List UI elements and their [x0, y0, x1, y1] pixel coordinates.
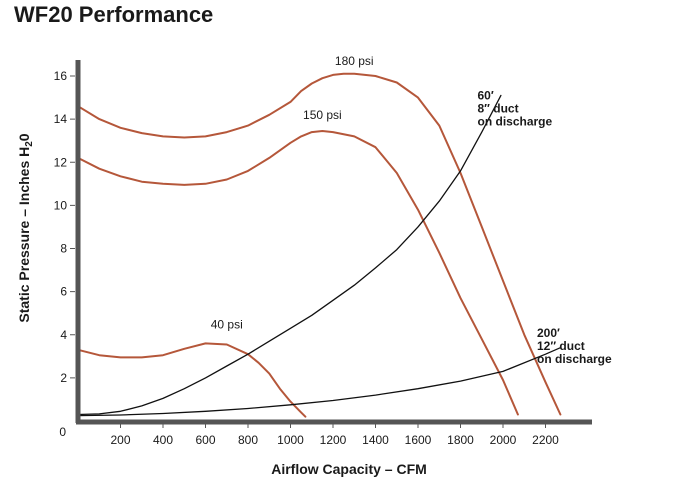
- series-line-150-psi: [77, 130, 519, 416]
- duct-annotation-1: 60′ 8″ duct on discharge: [478, 89, 553, 129]
- y-tick-label: 12: [54, 155, 68, 169]
- series-label-40-psi: 40 psi: [211, 317, 243, 331]
- y-axis-title-group: Static Pressure – Inches H20: [16, 133, 35, 322]
- series-line-180-psi: [77, 72, 562, 416]
- y-axis-title-subscript: 2: [24, 141, 35, 147]
- y-tick-label: 8: [60, 242, 67, 256]
- y-axis-title: Static Pressure – Inches H20: [16, 133, 35, 322]
- series-label-180-psi: 180 psi: [335, 54, 374, 68]
- y-axis-title-tail: 0: [16, 133, 32, 141]
- x-tick-label: 800: [238, 433, 258, 447]
- x-tick-label: 400: [153, 433, 173, 447]
- series-line-200-12-duct-on-discharge: [77, 347, 562, 417]
- x-tick-label: 2000: [490, 433, 517, 447]
- x-axis-title: Airflow Capacity – CFM: [271, 461, 427, 477]
- y-tick-label: 4: [60, 328, 67, 342]
- x-tick-label: 1000: [277, 433, 304, 447]
- x-tick-label: 1200: [320, 433, 347, 447]
- y-tick-label: 6: [60, 285, 67, 299]
- x-tick-label: 200: [110, 433, 130, 447]
- duct-annotation-2: 200′ 12″ duct on discharge: [537, 326, 612, 366]
- x-tick-label: 600: [195, 433, 215, 447]
- x-tick-label: 1400: [362, 433, 389, 447]
- y-tick-label: 10: [54, 198, 68, 212]
- x-tick-label: 1800: [447, 433, 474, 447]
- x-tick-label: 2200: [532, 433, 559, 447]
- y-tick-label: 2: [60, 371, 67, 385]
- label-layer: 180 psi 150 psi 40 psi 60′ 8″ duct on dischar…: [211, 54, 612, 366]
- y-tick-label: 16: [54, 69, 68, 83]
- series-label-150-psi: 150 psi: [303, 108, 342, 122]
- axis-layer: 200 400 600 800 1000 1200 1400 1600 1800 2000 2200…: [54, 60, 592, 447]
- series-line-40-psi: [77, 342, 307, 418]
- chart-title: WF20 Performance: [14, 2, 214, 27]
- y-tick-label: 14: [54, 112, 68, 126]
- series-layer: [77, 72, 562, 418]
- x-tick-label: 1600: [405, 433, 432, 447]
- y-tick-label: 0: [59, 425, 66, 439]
- series-line-60-8-duct-on-discharge: [77, 94, 502, 416]
